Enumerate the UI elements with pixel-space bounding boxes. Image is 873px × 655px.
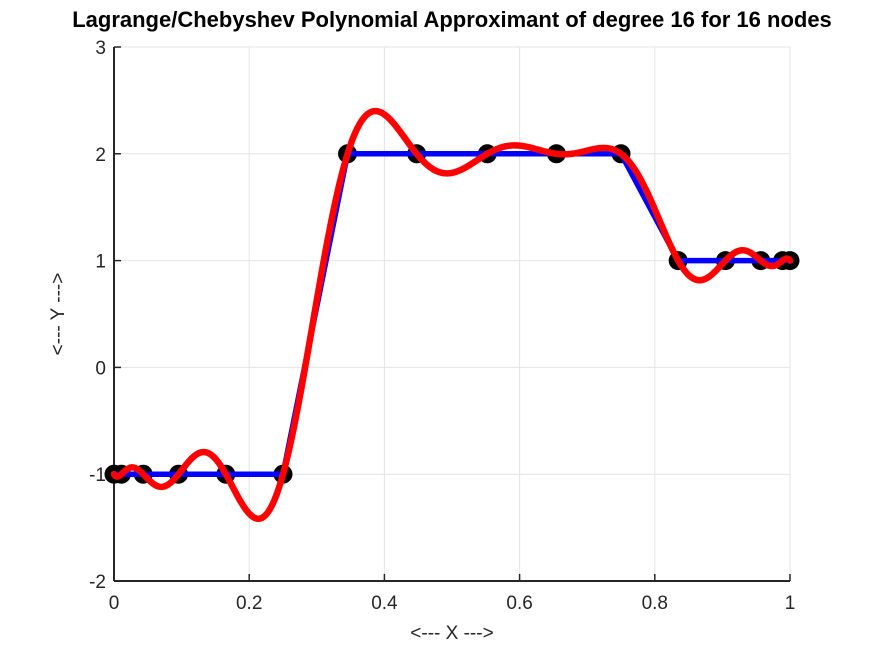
x-tick-label: 0.6 [506, 593, 532, 614]
x-tick-label: 0 [109, 593, 120, 614]
chart-title: Lagrange/Chebyshev Polynomial Approximan… [72, 7, 832, 32]
y-axis-label: <--- Y ---> [48, 273, 69, 356]
y-tick-label: 3 [95, 38, 106, 59]
x-tick-label: 1 [785, 593, 796, 614]
axis-tick-marks [113, 46, 791, 582]
y-tick-label: 0 [95, 358, 106, 379]
y-tick-label: 1 [95, 252, 106, 273]
y-tick-label: 2 [95, 145, 106, 166]
data-series [110, 107, 794, 523]
linear-interpolant-line [111, 151, 793, 477]
y-tick-label: -1 [89, 465, 106, 486]
x-tick-label: 0.8 [642, 593, 668, 614]
axis-tick-labels: 0 0.2 0.4 0.6 0.8 1 -2 -1 0 1 2 3 [89, 38, 795, 614]
y-tick-label: -2 [89, 572, 106, 593]
axis-spines [113, 47, 790, 582]
x-axis-label: <--- X ---> [410, 623, 493, 644]
x-tick-label: 0.2 [236, 593, 262, 614]
x-tick-label: 0.4 [371, 593, 398, 614]
polynomial-approximant-curve [110, 107, 794, 523]
